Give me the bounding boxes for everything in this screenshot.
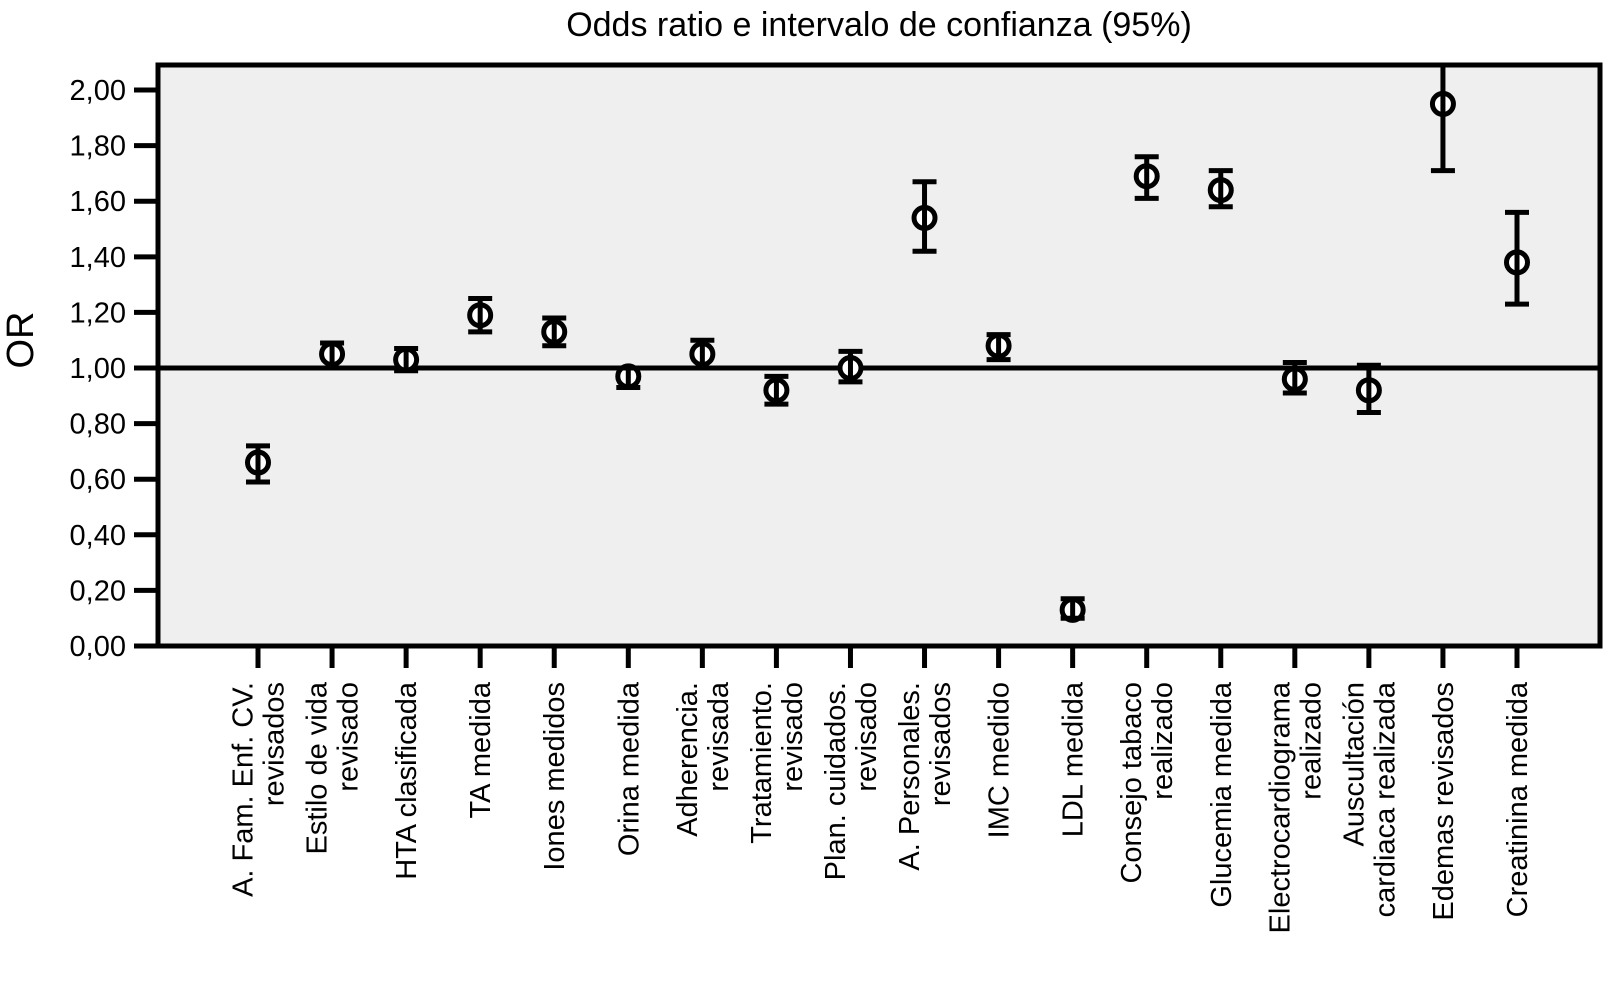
x-axis-label: Electrocardiograma <box>1264 681 1296 933</box>
x-axis-label: LDL medida <box>1058 681 1090 837</box>
x-axis-label: revisada <box>703 681 735 791</box>
x-axis-label: A. Fam. Enf. CV. <box>228 682 260 897</box>
x-axis-label: A. Personales. <box>894 682 926 871</box>
x-axis-label: realizado <box>1147 682 1179 800</box>
x-axis-label: Estilo de vida <box>302 681 334 854</box>
y-tick-label: 0,60 <box>70 464 126 496</box>
x-axis-label: Consejo tabaco <box>1116 682 1148 884</box>
plot-frame <box>155 62 1603 649</box>
x-axis-label: revisados <box>925 682 957 806</box>
y-tick-label: 2,00 <box>70 75 126 107</box>
y-tick-label: 1,40 <box>70 242 126 274</box>
x-axis-label: Iones medidos <box>539 682 571 871</box>
x-axis-label: revisado <box>777 682 809 792</box>
x-axis-label: cardiaca realizada <box>1369 681 1401 917</box>
x-axis-label: Plan. cuidados. <box>820 682 852 880</box>
x-axis-label: Glucemia medida <box>1206 681 1238 908</box>
x-axis-label: revisados <box>259 682 291 806</box>
x-axis-label: TA medida <box>465 681 497 818</box>
x-axis-label: HTA clasificada <box>391 681 423 880</box>
y-tick-label: 0,20 <box>70 575 126 607</box>
x-axis-label: revisado <box>851 682 883 792</box>
x-axis-label: Auscultación <box>1338 682 1370 846</box>
x-axis-label: Edemas revisados <box>1428 682 1460 921</box>
y-tick-label: 0,40 <box>70 520 126 552</box>
y-axis-title: OR <box>0 311 42 369</box>
x-axis-label: Creatinina medida <box>1502 681 1534 917</box>
x-axis-label: revisado <box>333 682 365 792</box>
x-axis-label: Adherencia. <box>672 682 704 837</box>
plot-background <box>158 65 1600 646</box>
x-axis-label: Tratamiento. <box>746 682 778 844</box>
x-axis-label: IMC medido <box>984 682 1016 838</box>
x-axis-label: realizado <box>1295 682 1327 800</box>
y-tick-label: 1,00 <box>70 353 126 385</box>
y-tick-label: 1,20 <box>70 297 126 329</box>
y-tick-label: 0,00 <box>70 631 126 663</box>
chart-title: Odds ratio e intervalo de confianza (95%… <box>566 6 1192 44</box>
y-tick-label: 1,80 <box>70 131 126 163</box>
y-tick-label: 0,80 <box>70 409 126 441</box>
x-axis-label: Orina medida <box>613 681 645 856</box>
y-tick-label: 1,60 <box>70 186 126 218</box>
